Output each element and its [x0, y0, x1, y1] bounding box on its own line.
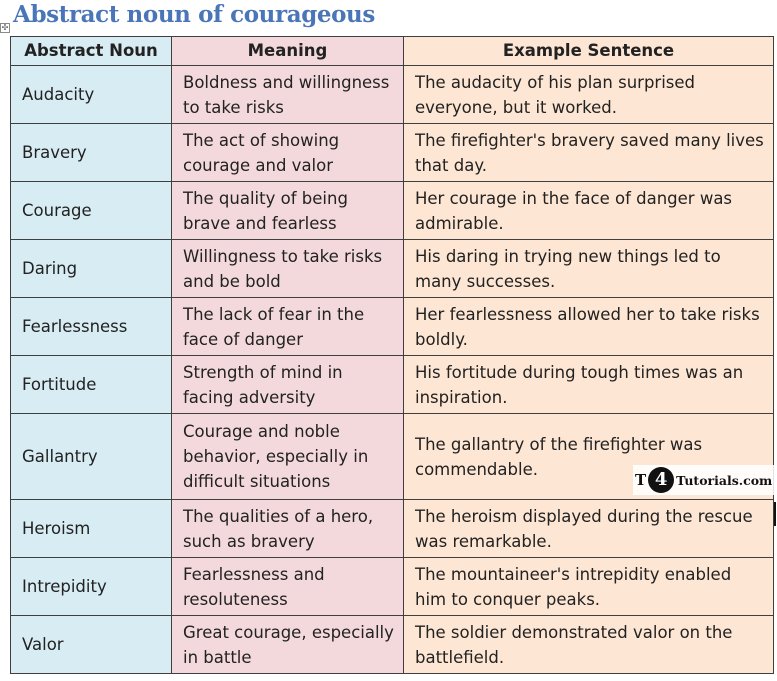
- meaning-cell: The qualities of a hero, such as bravery: [171, 499, 404, 558]
- table-row: Heroism The qualities of a hero, such as…: [10, 499, 774, 558]
- table-row: Fearlessness The lack of fear in the fac…: [10, 297, 774, 356]
- table-row: Intrepidity Fearlessness and resolutenes…: [10, 557, 774, 616]
- meaning-cell: Strength of mind in facing adversity: [171, 355, 404, 414]
- noun-cell: Fearlessness: [10, 297, 172, 356]
- table-header-row: Abstract Noun Meaning Example Sentence: [10, 36, 774, 66]
- meaning-cell: The act of showing courage and valor: [171, 123, 404, 182]
- table-row: Audacity Boldness and willingness to tak…: [10, 65, 774, 124]
- example-cell: The gallantry of the firefighter was com…: [403, 413, 774, 500]
- text-cursor-icon: [774, 502, 776, 526]
- example-cell: The firefighter's bravery saved many liv…: [403, 123, 774, 182]
- example-cell: His fortitude during tough times was an …: [403, 355, 774, 414]
- header-example-sentence: Example Sentence: [403, 36, 774, 66]
- example-cell: His daring in trying new things led to m…: [403, 239, 774, 298]
- noun-cell: Audacity: [10, 65, 172, 124]
- noun-cell: Gallantry: [10, 413, 172, 500]
- example-cell: The mountaineer's intrepidity enabled hi…: [403, 557, 774, 616]
- header-meaning: Meaning: [171, 36, 404, 66]
- table-row: Courage The quality of being brave and f…: [10, 181, 774, 240]
- meaning-cell: Fearlessness and resoluteness: [171, 557, 404, 616]
- noun-cell: Heroism: [10, 499, 172, 558]
- meaning-cell: Great courage, especially in battle: [171, 615, 404, 674]
- example-cell: Her fearlessness allowed her to take ris…: [403, 297, 774, 356]
- logo-site-name: Tutorials.com: [676, 472, 773, 488]
- example-cell: The soldier demonstrated valor on the ba…: [403, 615, 774, 674]
- noun-cell: Fortitude: [10, 355, 172, 414]
- logo-number-circle: 4: [648, 467, 675, 493]
- noun-cell: Courage: [10, 181, 172, 240]
- meaning-cell: The lack of fear in the face of danger: [171, 297, 404, 356]
- table-row: Bravery The act of showing courage and v…: [10, 123, 774, 182]
- table-row: Gallantry Courage and noble behavior, es…: [10, 413, 774, 500]
- logo-letter: T: [635, 471, 647, 489]
- table-row: Valor Great courage, especially in battl…: [10, 615, 774, 674]
- table-row: Fortitude Strength of mind in facing adv…: [10, 355, 774, 414]
- table-move-handle-icon[interactable]: ✣: [0, 23, 10, 33]
- noun-cell: Valor: [10, 615, 172, 674]
- noun-cell: Daring: [10, 239, 172, 298]
- example-cell: The audacity of his plan surprised every…: [403, 65, 774, 124]
- table-row: Daring Willingness to take risks and be …: [10, 239, 774, 298]
- example-cell: The heroism displayed during the rescue …: [403, 499, 774, 558]
- meaning-cell: The quality of being brave and fearless: [171, 181, 404, 240]
- noun-cell: Bravery: [10, 123, 172, 182]
- example-cell: Her courage in the face of danger was ad…: [403, 181, 774, 240]
- meaning-cell: Willingness to take risks and be bold: [171, 239, 404, 298]
- page-title: Abstract noun of courageous: [13, 1, 375, 28]
- meaning-cell: Boldness and willingness to take risks: [171, 65, 404, 124]
- abstract-noun-table: Abstract Noun Meaning Example Sentence A…: [10, 36, 774, 674]
- meaning-cell: Courage and noble behavior, especially i…: [171, 413, 404, 500]
- t4tutorials-watermark-logo: T 4 Tutorials.com: [633, 465, 777, 495]
- header-abstract-noun: Abstract Noun: [10, 36, 172, 66]
- noun-cell: Intrepidity: [10, 557, 172, 616]
